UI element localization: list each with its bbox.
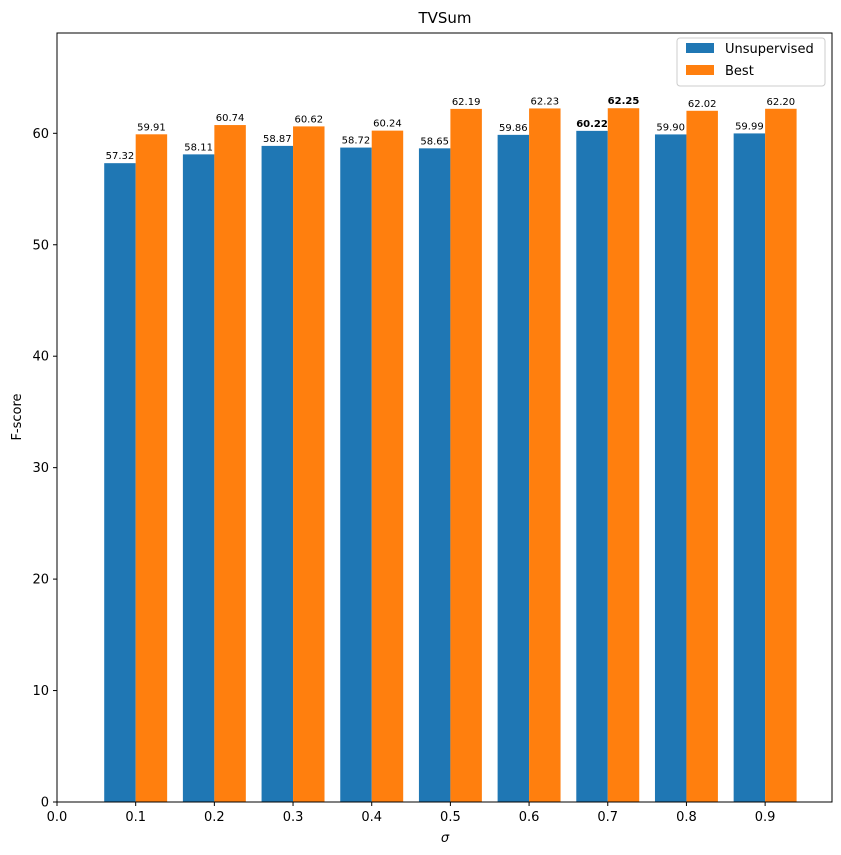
- bar-best-0.3: [293, 126, 325, 803]
- data-label-best-0.2: 60.74: [216, 113, 245, 124]
- x-tick-label: 0.9: [755, 810, 776, 825]
- bar-best-0.5: [450, 108, 482, 802]
- data-label-best-0.5: 62.19: [452, 97, 481, 108]
- bar-unsupervised-0.6: [497, 134, 530, 803]
- y-tick-label: 30: [32, 461, 49, 476]
- bar-unsupervised-0.2: [182, 154, 215, 802]
- bar-unsupervised-0.5: [418, 148, 451, 803]
- legend: Unsupervised Best: [676, 37, 826, 87]
- legend-label-unsupervised: Unsupervised: [725, 42, 814, 57]
- x-tick-label: 0.7: [597, 810, 618, 825]
- data-label-best-0.7: 62.25: [608, 96, 640, 107]
- bar-best-0.6: [529, 108, 561, 802]
- data-label-best-0.1: 59.91: [137, 122, 166, 133]
- y-tick-label: 60: [32, 127, 49, 142]
- chart-title: TVSum: [417, 9, 471, 27]
- x-tick-label: 0.3: [283, 810, 304, 825]
- bar-unsupervised-0.3: [261, 145, 294, 802]
- plot-area-frame: [56, 32, 833, 803]
- bar-unsupervised-0.4: [340, 147, 372, 803]
- bar-best-0.8: [686, 110, 718, 802]
- data-label-unsupervised-0.3: 58.87: [263, 134, 292, 145]
- legend-swatch-best: [686, 65, 714, 75]
- data-label-unsupervised-0.7: 60.22: [576, 119, 608, 130]
- y-tick-label: 20: [32, 573, 49, 588]
- bar-unsupervised-0.9: [733, 133, 766, 803]
- x-tick-label: 0.4: [361, 810, 382, 825]
- x-axis: 0.0 0.1 0.2 0.3 0.4 0.5 0.6 0.7 0.8 0.9: [47, 802, 776, 825]
- data-label-best-0.8: 62.02: [688, 99, 717, 110]
- legend-swatch-unsupervised: [686, 43, 714, 53]
- x-tick-label: 0.8: [676, 810, 697, 825]
- y-axis-label: F-score: [10, 393, 25, 440]
- bar-best-0.1: [135, 134, 168, 803]
- data-label-unsupervised-0.9: 59.99: [735, 121, 764, 132]
- bar-best-0.4: [371, 130, 404, 802]
- data-label-unsupervised-0.8: 59.90: [656, 122, 685, 133]
- bar-best-0.9: [765, 108, 797, 802]
- bar-unsupervised-0.7: [576, 130, 608, 802]
- y-tick-label: 10: [32, 684, 49, 699]
- data-label-best-0.4: 60.24: [373, 119, 402, 130]
- bar-best-0.2: [214, 125, 246, 802]
- y-tick-label: 50: [32, 238, 49, 253]
- x-tick-label: 0.5: [440, 810, 461, 825]
- x-tick-label: 0.1: [125, 810, 146, 825]
- bar-unsupervised-0.1: [104, 163, 136, 803]
- data-label-unsupervised-0.6: 59.86: [499, 123, 528, 134]
- bars-group: [104, 108, 797, 803]
- bar-best-0.7: [607, 108, 640, 802]
- x-tick-label: 0.2: [204, 810, 225, 825]
- data-labels-group: 57.32 58.11 58.87 58.72 58.65 59.86 60.22 59.90…: [106, 96, 796, 162]
- data-label-best-0.3: 60.62: [294, 114, 323, 125]
- data-label-unsupervised-0.5: 58.65: [420, 136, 449, 147]
- bar-unsupervised-0.8: [654, 134, 687, 803]
- x-axis-label: σ: [441, 831, 450, 846]
- y-axis: 0 10 20 30 40 50 60: [32, 127, 57, 811]
- x-tick-label: 0.0: [47, 810, 68, 825]
- y-tick-label: 40: [32, 350, 49, 365]
- legend-label-best: Best: [725, 64, 754, 79]
- x-tick-label: 0.6: [519, 810, 540, 825]
- data-label-unsupervised-0.1: 57.32: [106, 151, 135, 162]
- data-label-best-0.9: 62.20: [767, 97, 796, 108]
- y-tick-label: 0: [41, 796, 49, 811]
- data-label-best-0.6: 62.23: [530, 96, 559, 107]
- data-label-unsupervised-0.2: 58.11: [184, 142, 213, 153]
- data-label-unsupervised-0.4: 58.72: [342, 136, 371, 147]
